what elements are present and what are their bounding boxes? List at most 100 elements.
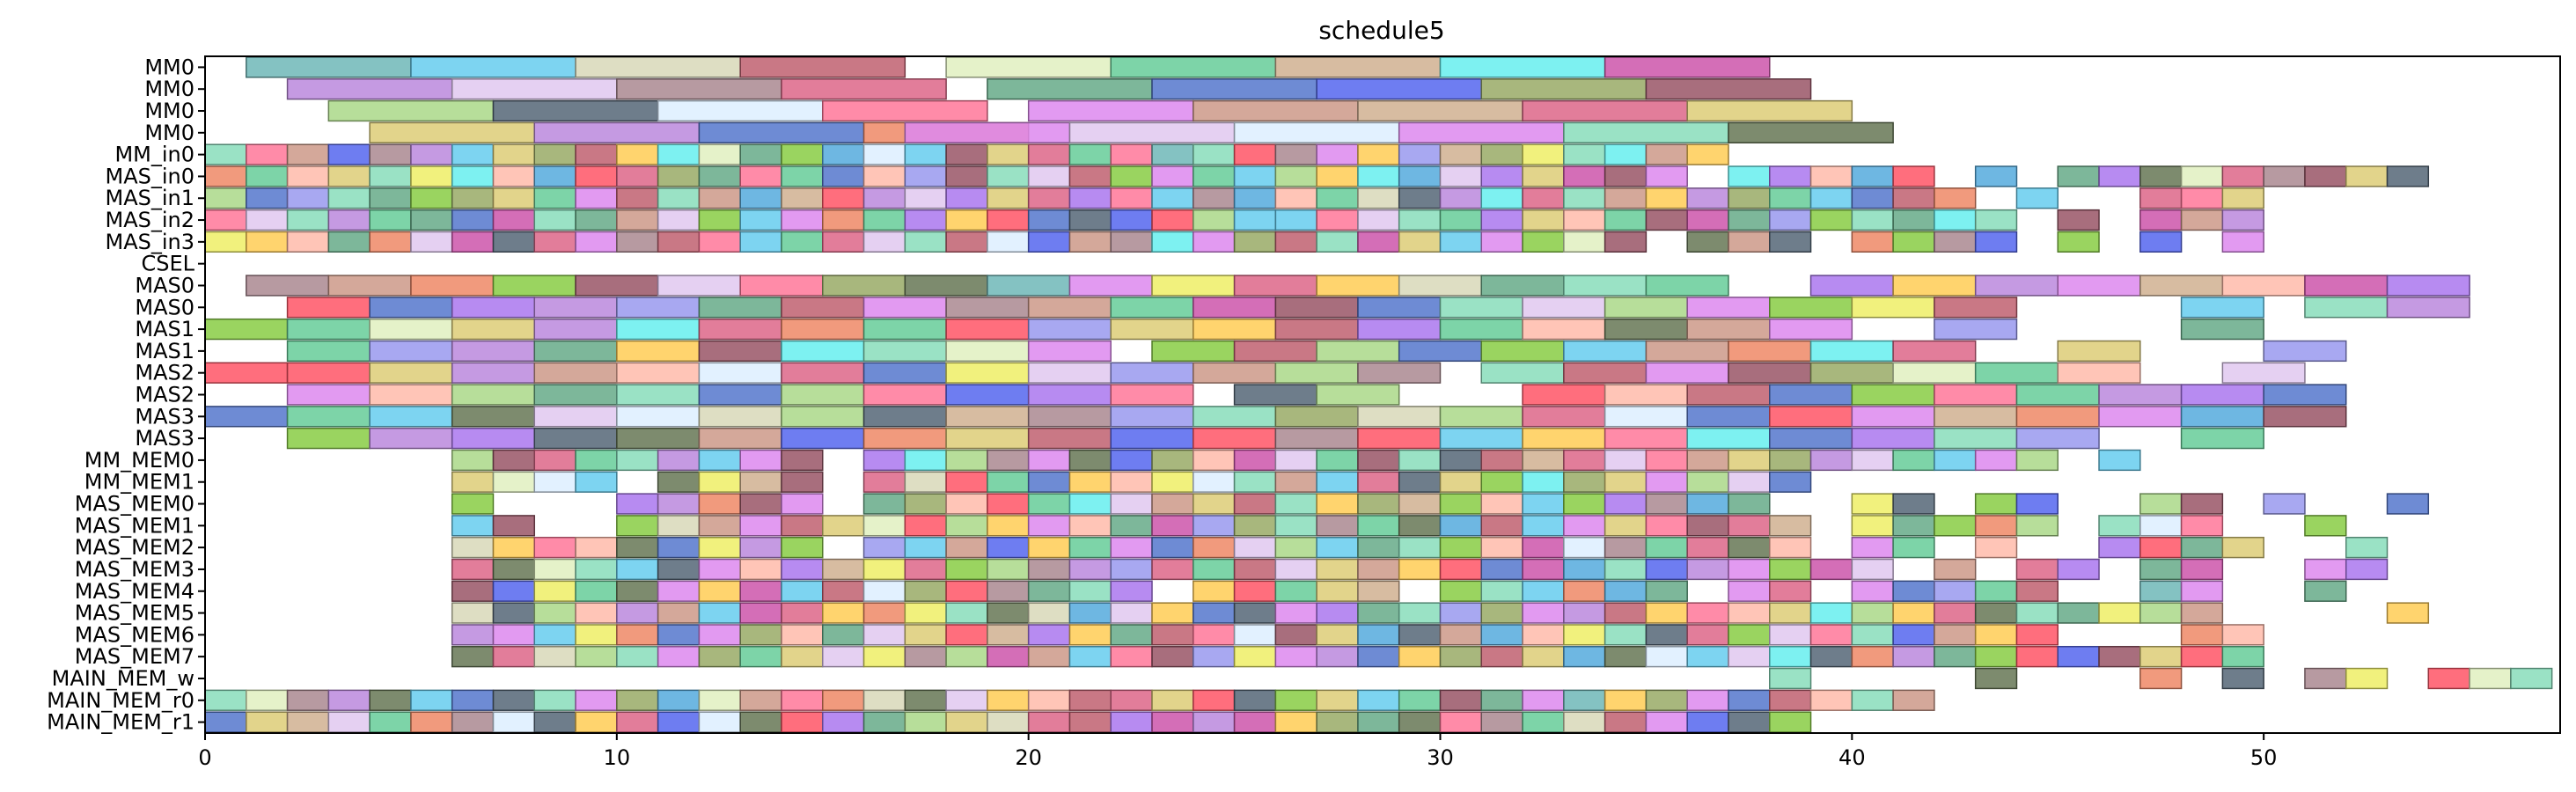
y-tick-label: MAS1 — [135, 339, 194, 363]
task-bar — [698, 558, 741, 581]
task-bar — [698, 143, 741, 165]
task-bar — [1934, 515, 1977, 537]
task-bar — [286, 689, 330, 711]
task-bar — [1480, 165, 1523, 187]
task-bar — [451, 711, 495, 733]
task-bar — [1110, 580, 1153, 602]
task-bar — [1151, 493, 1194, 515]
task-bar — [1728, 536, 1771, 559]
task-bar — [945, 689, 988, 711]
task-bar — [1728, 515, 1771, 537]
y-tick-label: MAS_in1 — [105, 186, 194, 210]
task-bar — [2263, 340, 2347, 363]
task-bar — [451, 231, 495, 253]
task-bar — [1110, 165, 1153, 187]
task-bar — [1809, 646, 1853, 668]
task-bar — [821, 515, 865, 537]
task-bar — [698, 209, 741, 231]
task-bar — [698, 471, 741, 493]
task-bar — [1357, 602, 1400, 624]
y-tick-label: CSEL — [141, 252, 194, 276]
task-bar — [821, 646, 865, 668]
task-bar — [945, 297, 1030, 319]
task-bar — [1645, 536, 1688, 559]
task-bar — [1892, 187, 1935, 209]
task-bar — [2098, 602, 2141, 624]
task-bar — [1398, 449, 1442, 472]
task-bar — [1686, 646, 1729, 668]
task-bar — [451, 515, 495, 537]
task-bar — [533, 143, 576, 165]
task-bar — [657, 231, 701, 253]
task-bar — [1439, 143, 1483, 165]
y-tick-label: MAS3 — [135, 404, 194, 429]
task-bar — [204, 187, 247, 209]
task-bar — [1193, 602, 1236, 624]
task-bar — [1357, 624, 1400, 646]
task-bar — [1522, 646, 1565, 668]
y-tick-label: MM_in0 — [114, 143, 194, 167]
task-bar — [657, 99, 824, 122]
task-bar — [204, 143, 247, 165]
task-bar — [1316, 624, 1359, 646]
task-bar — [492, 515, 536, 537]
task-bar — [1563, 340, 1648, 363]
task-bar — [204, 209, 247, 231]
task-bar — [2345, 558, 2389, 581]
task-bar — [1645, 624, 1688, 646]
task-bar — [1233, 711, 1277, 733]
task-bar — [533, 646, 576, 668]
task-bar — [821, 209, 865, 231]
task-bar — [945, 515, 988, 537]
task-bar — [1728, 362, 1812, 384]
task-bar — [862, 362, 947, 384]
task-bar — [987, 536, 1030, 559]
task-bar — [1274, 580, 1317, 602]
task-bar — [2221, 624, 2264, 646]
task-bar — [821, 187, 865, 209]
task-bar — [904, 231, 947, 253]
task-bar — [1027, 536, 1071, 559]
task-bar — [2221, 165, 2264, 187]
task-bar — [698, 602, 741, 624]
task-bar — [987, 78, 1153, 100]
task-bar — [1068, 209, 1112, 231]
task-bar — [2057, 558, 2100, 581]
task-bar — [369, 362, 453, 384]
task-bar — [1398, 143, 1442, 165]
task-bar — [1316, 493, 1359, 515]
task-bar — [492, 646, 536, 668]
task-bar — [698, 165, 741, 187]
task-bar — [1274, 427, 1359, 450]
task-bar — [1480, 143, 1523, 165]
task-bar — [1233, 646, 1277, 668]
task-bar — [1193, 209, 1236, 231]
task-bar — [739, 580, 782, 602]
task-bar — [904, 187, 947, 209]
task-bar — [1604, 602, 1648, 624]
task-bar — [1934, 231, 1977, 253]
task-bar — [1522, 471, 1565, 493]
task-bar — [1728, 624, 1771, 646]
task-bar — [739, 602, 782, 624]
task-bar — [987, 580, 1030, 602]
task-bar — [1563, 515, 1606, 537]
task-bar — [1934, 602, 1977, 624]
task-bar — [1233, 449, 1277, 472]
task-bar — [2139, 667, 2183, 690]
task-bar — [410, 209, 453, 231]
task-bar — [1193, 143, 1236, 165]
task-bar — [575, 711, 618, 733]
task-bar — [616, 340, 701, 363]
task-bar — [616, 78, 782, 100]
task-bar — [1110, 646, 1153, 668]
task-bar — [286, 297, 371, 319]
task-bar — [2469, 667, 2512, 690]
task-bar — [945, 384, 1030, 406]
task-bar — [1769, 297, 1853, 319]
task-bar — [1604, 689, 1648, 711]
task-bar — [1974, 231, 2018, 253]
task-bar — [492, 580, 536, 602]
task-bar — [1068, 689, 1112, 711]
task-bar — [2221, 646, 2264, 668]
